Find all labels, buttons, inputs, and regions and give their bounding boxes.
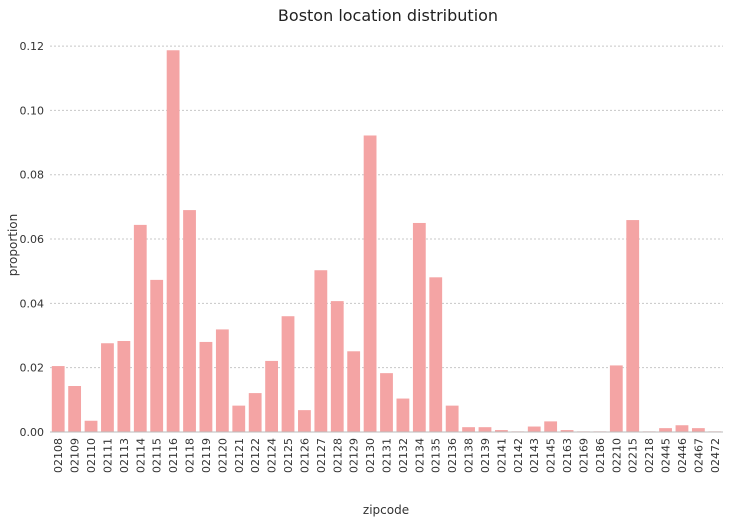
x-tick-label: 02111 xyxy=(101,438,114,473)
x-tick-label: 02169 xyxy=(577,438,590,473)
x-tick-label: 02186 xyxy=(594,438,607,473)
x-tick-label: 02142 xyxy=(512,438,525,473)
bar-02135 xyxy=(429,277,443,432)
x-tick-label: 02210 xyxy=(610,438,623,473)
bar-02446 xyxy=(675,425,689,432)
bar-02445 xyxy=(659,428,672,432)
x-tick-label: 02446 xyxy=(676,438,689,473)
x-tick-label: 02472 xyxy=(709,438,722,473)
x-tick-label: 02110 xyxy=(85,438,98,473)
x-tick-label: 02141 xyxy=(495,438,508,473)
x-tick-label: 02467 xyxy=(692,438,705,473)
bar-02163 xyxy=(560,430,574,432)
x-tick-label: 02116 xyxy=(167,438,180,473)
bar-02122 xyxy=(248,393,262,432)
x-tick-label: 02143 xyxy=(528,438,541,473)
bar-02108 xyxy=(51,366,65,432)
bar-02115 xyxy=(150,279,164,432)
bar-02129 xyxy=(347,351,361,432)
bar-02118 xyxy=(183,210,196,432)
x-tick-label: 02136 xyxy=(446,438,459,473)
x-tick-label: 02114 xyxy=(134,438,147,473)
x-tick-label: 02218 xyxy=(643,438,656,473)
bar-02127 xyxy=(314,270,328,432)
y-tick-label: 0.04 xyxy=(20,297,45,310)
bar-02111 xyxy=(101,343,114,432)
y-axis-ticks: 0.00 0.02 0.04 0.06 0.08 0.10 0.12 xyxy=(20,40,45,439)
bar-02120 xyxy=(215,329,229,432)
bar-02136 xyxy=(445,405,459,432)
x-tick-label: 02131 xyxy=(381,438,394,473)
bar-02131 xyxy=(380,373,393,432)
x-tick-label: 02128 xyxy=(331,438,344,473)
x-tick-label: 02121 xyxy=(233,438,246,473)
bar-02110 xyxy=(84,420,98,432)
x-tick-label: 02115 xyxy=(151,438,164,473)
bar-02138 xyxy=(462,427,475,432)
x-axis-ticks: 02108 02109 02110 02111 02113 02114 02115 02116… xyxy=(52,438,722,473)
bar-02139 xyxy=(478,427,492,432)
x-tick-label: 02126 xyxy=(298,438,311,473)
bar-02143 xyxy=(527,426,541,432)
x-tick-label: 02215 xyxy=(627,438,640,473)
x-tick-label: 02134 xyxy=(413,438,426,473)
x-tick-label: 02138 xyxy=(463,438,476,473)
x-tick-label: 02163 xyxy=(561,438,574,473)
y-tick-label: 0.02 xyxy=(20,362,45,375)
x-tick-label: 02145 xyxy=(545,438,558,473)
x-tick-label: 02445 xyxy=(660,438,673,473)
x-tick-label: 02109 xyxy=(69,438,82,473)
y-tick-label: 0.08 xyxy=(20,169,45,182)
x-tick-label: 02139 xyxy=(479,438,492,473)
y-tick-label: 0.06 xyxy=(20,233,45,246)
bar-02109 xyxy=(68,386,82,432)
x-tick-label: 02130 xyxy=(364,438,377,473)
bar-02116 xyxy=(166,50,180,432)
bar-02119 xyxy=(199,341,213,432)
x-tick-label: 02118 xyxy=(184,438,197,473)
bar-02124 xyxy=(265,360,278,432)
bar-02121 xyxy=(232,405,246,432)
y-tick-label: 0.00 xyxy=(20,426,45,439)
x-tick-label: 02120 xyxy=(216,438,229,473)
x-tick-label: 02135 xyxy=(430,438,443,473)
y-tick-label: 0.12 xyxy=(20,40,45,53)
x-tick-label: 02132 xyxy=(397,438,410,473)
bar-02128 xyxy=(330,301,344,432)
bar-02113 xyxy=(117,340,131,432)
y-tick-label: 0.10 xyxy=(20,104,45,117)
x-tick-label: 02113 xyxy=(118,438,131,473)
bar-02467 xyxy=(691,428,705,432)
x-tick-label: 02124 xyxy=(266,438,279,473)
x-tick-label: 02127 xyxy=(315,438,328,473)
bar-02132 xyxy=(396,398,410,432)
bar-02141 xyxy=(495,430,508,432)
bar-02210 xyxy=(609,365,623,432)
x-tick-label: 02129 xyxy=(348,438,361,473)
bar-02215 xyxy=(626,220,640,432)
bar-02145 xyxy=(544,421,558,432)
bar-02114 xyxy=(133,224,147,432)
bar-02126 xyxy=(298,410,311,432)
x-tick-label: 02119 xyxy=(200,438,213,473)
x-tick-label: 02125 xyxy=(282,438,295,473)
bar-02130 xyxy=(363,135,377,432)
bars xyxy=(51,50,722,432)
x-tick-label: 02108 xyxy=(52,438,65,473)
y-axis-label: proportion xyxy=(6,214,20,277)
x-tick-label: 02122 xyxy=(249,438,262,473)
chart-title: Boston location distribution xyxy=(278,6,498,25)
bar-02125 xyxy=(281,316,295,432)
bar-02134 xyxy=(412,222,426,432)
x-axis-label: zipcode xyxy=(363,503,409,517)
